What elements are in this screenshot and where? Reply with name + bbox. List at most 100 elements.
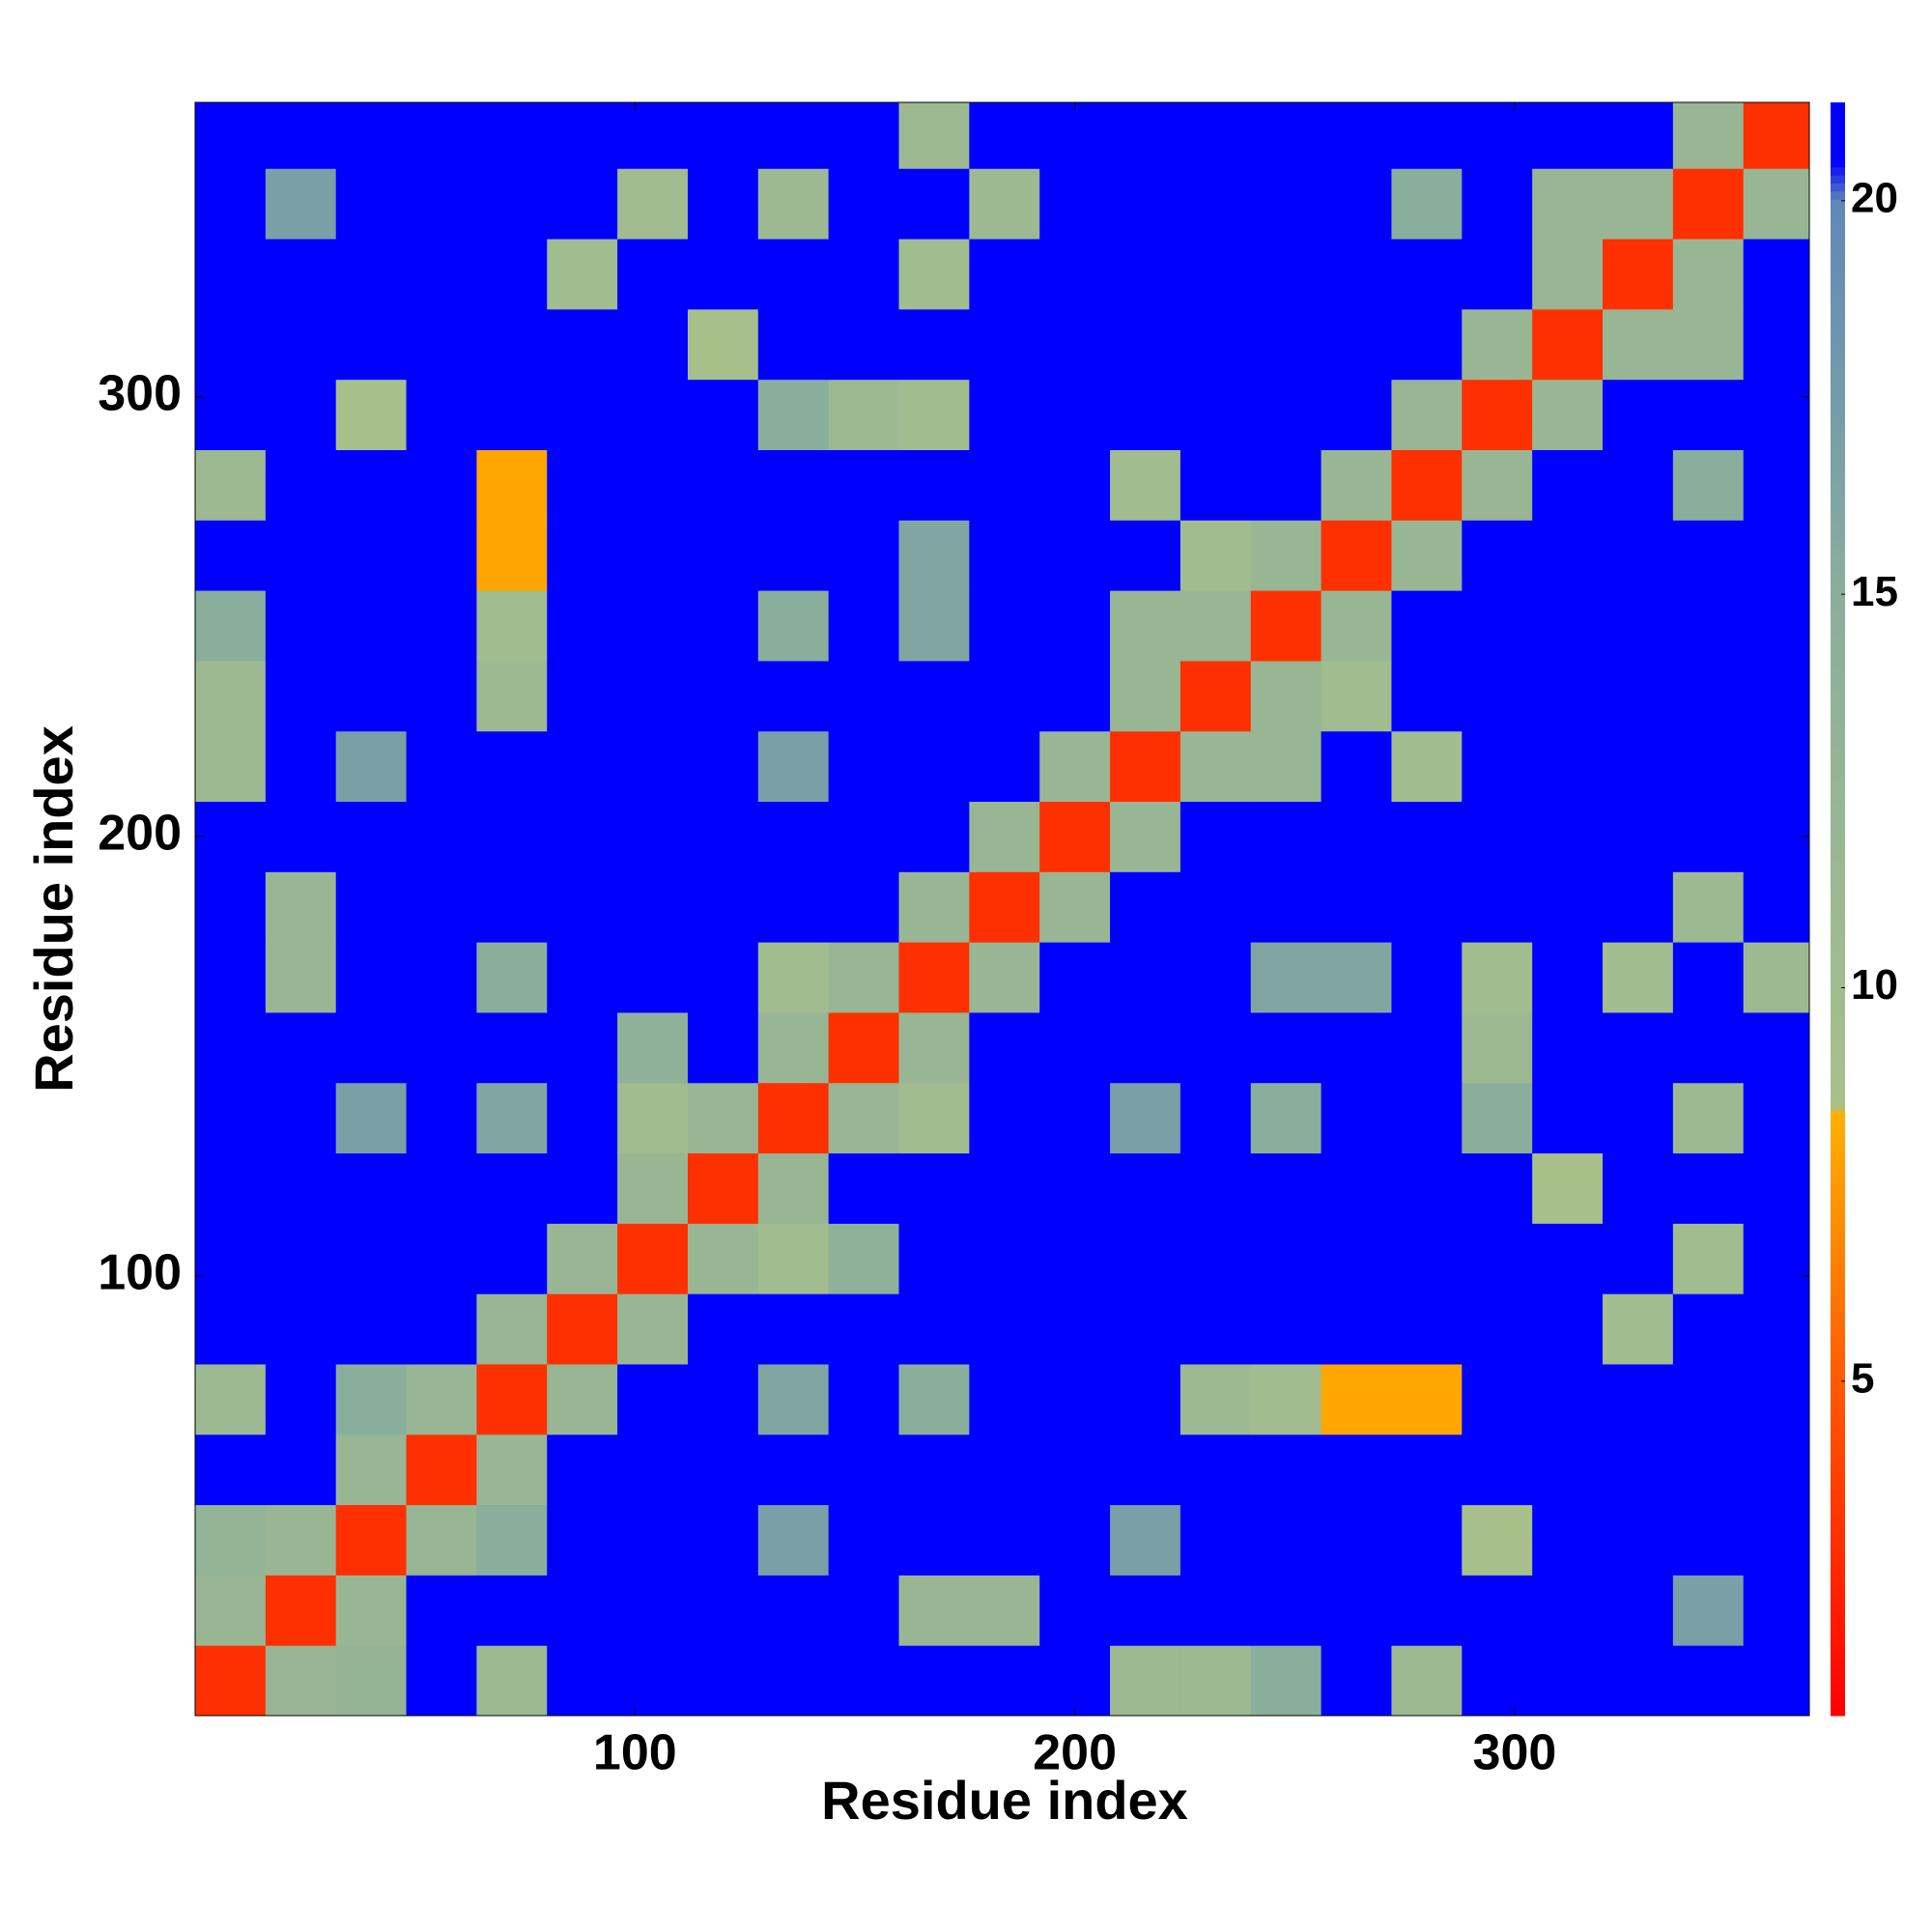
heatmap-cell: [898, 942, 970, 1013]
colorbar-segment: [1831, 118, 1845, 128]
heatmap-cell: [757, 1575, 830, 1646]
heatmap-cell: [1462, 168, 1533, 240]
colorbar-segment: [1831, 1377, 1845, 1386]
heatmap-cell: [1039, 379, 1111, 450]
colorbar-segment: [1831, 416, 1845, 426]
colorbar-segment: [1831, 602, 1845, 611]
heatmap-cell: [1039, 1293, 1111, 1365]
heatmap-cell: [1743, 1575, 1810, 1646]
heatmap-cell: [1179, 1363, 1252, 1435]
colorbar-segment: [1831, 336, 1845, 345]
heatmap-cell: [687, 1011, 759, 1084]
colorbar-segment: [1831, 1529, 1845, 1539]
colorbar-segment: [1831, 1045, 1845, 1055]
heatmap-cell: [969, 1575, 1040, 1646]
heatmap-cell: [1391, 1152, 1463, 1224]
colorbar-segment: [1831, 1433, 1845, 1442]
heatmap-cell: [1110, 308, 1181, 381]
heatmap-cell: [898, 449, 970, 521]
heatmap-cell: [265, 1363, 337, 1435]
colorbar-segment: [1831, 425, 1845, 434]
heatmap-cell: [1179, 379, 1252, 450]
heatmap-cell: [1110, 590, 1181, 662]
heatmap-cell: [1462, 1363, 1533, 1435]
colorbar-segment: [1831, 1642, 1845, 1652]
heatmap-cell: [195, 308, 267, 381]
heatmap-cell: [1179, 1293, 1252, 1365]
heatmap-cell: [1462, 1293, 1533, 1365]
heatmap-cell: [476, 1575, 548, 1646]
heatmap-cell: [687, 239, 759, 310]
heatmap-cell: [617, 660, 689, 732]
heatmap-cell: [1179, 308, 1252, 381]
heatmap-cell: [335, 1293, 408, 1365]
heatmap-cell: [898, 730, 970, 803]
heatmap-cell: [195, 1504, 267, 1576]
colorbar-segment: [1831, 884, 1845, 894]
colorbar-segment: [1831, 1239, 1845, 1249]
heatmap-cell: [1391, 1363, 1463, 1435]
colorbar-segment: [1831, 811, 1845, 821]
colorbar-segment: [1831, 667, 1845, 676]
heatmap-cell: [687, 1645, 759, 1717]
heatmap-cell: [687, 1434, 759, 1506]
heatmap-cell: [195, 1293, 267, 1365]
heatmap-cell: [969, 1504, 1040, 1576]
heatmap-cell: [1462, 730, 1533, 803]
colorbar-segment: [1831, 1408, 1845, 1418]
heatmap-cell: [1532, 102, 1604, 169]
heatmap-cell: [617, 942, 689, 1013]
colorbar-segment: [1831, 1675, 1845, 1685]
colorbar-segment: [1831, 1360, 1845, 1370]
colorbar-segment: [1831, 876, 1845, 886]
heatmap-cell: [898, 168, 970, 240]
heatmap-cell: [757, 1434, 830, 1506]
heatmap-cell: [1391, 871, 1463, 943]
heatmap-cell: [1743, 1293, 1810, 1365]
heatmap-cell: [1321, 1152, 1392, 1224]
heatmap-cell: [265, 942, 337, 1013]
heatmap-cell: [1179, 730, 1252, 803]
heatmap-cell: [1321, 1293, 1392, 1365]
colorbar-segment: [1831, 868, 1845, 878]
heatmap-cell: [1321, 1011, 1392, 1084]
heatmap-cell: [1603, 1575, 1674, 1646]
heatmap-cell: [1039, 520, 1111, 591]
heatmap-cell: [1462, 520, 1533, 591]
colorbar-segment: [1831, 683, 1845, 693]
heatmap-cell: [1039, 942, 1111, 1013]
heatmap-cell: [1462, 1082, 1533, 1154]
heatmap-cell: [1672, 1152, 1745, 1224]
heatmap-cell: [335, 379, 408, 450]
heatmap-cell: [1603, 1293, 1674, 1365]
colorbar-segment: [1831, 231, 1845, 241]
heatmap-cell: [476, 801, 548, 872]
colorbar-segment: [1831, 941, 1845, 951]
heatmap-cell: [1532, 1645, 1604, 1717]
y-tick-label: 300: [98, 366, 182, 422]
heatmap-cell: [1039, 1645, 1111, 1717]
heatmap-cell: [1603, 1152, 1674, 1224]
heatmap-cell: [757, 379, 830, 450]
heatmap-cell: [1672, 1363, 1745, 1435]
heatmap-cell: [1532, 942, 1604, 1013]
heatmap-cell: [1250, 1575, 1322, 1646]
heatmap-cell: [969, 1434, 1040, 1506]
heatmap-cell: [547, 102, 618, 169]
heatmap-cell: [1110, 1011, 1181, 1084]
heatmap-cell: [687, 1223, 759, 1294]
heatmap-cell: [757, 102, 830, 169]
heatmap-cell: [1603, 239, 1674, 310]
colorbar-segment: [1831, 1264, 1845, 1273]
colorbar-segment: [1831, 368, 1845, 378]
colorbar-segment: [1831, 1182, 1845, 1192]
colorbar-segment: [1831, 1078, 1845, 1088]
heatmap-cell: [1039, 239, 1111, 310]
heatmap-cell: [265, 1082, 337, 1154]
colorbar-segment: [1831, 296, 1845, 305]
heatmap-cell: [1250, 1363, 1322, 1435]
heatmap-cell: [547, 1504, 618, 1576]
heatmap-cell: [335, 1434, 408, 1506]
heatmap-cell: [265, 239, 337, 310]
colorbar-segment: [1831, 1207, 1845, 1216]
